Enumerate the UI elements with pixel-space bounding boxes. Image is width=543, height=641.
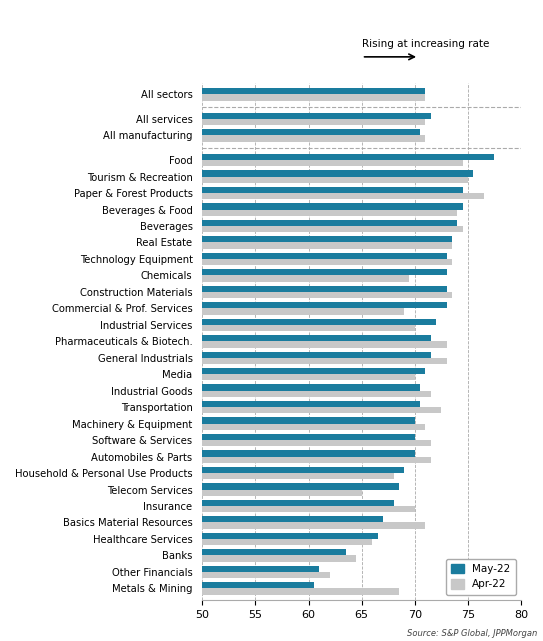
Bar (203, 451, 415, 456)
Bar (203, 467, 404, 473)
Bar (203, 94, 425, 101)
Bar (203, 522, 425, 529)
Bar (203, 424, 425, 430)
Bar (203, 119, 425, 125)
Bar (203, 269, 446, 276)
Bar (203, 129, 420, 135)
Bar (203, 171, 473, 177)
Text: Rising at increasing rate: Rising at increasing rate (362, 39, 489, 49)
Bar (203, 325, 415, 331)
Bar (203, 483, 399, 490)
Legend: May-22, Apr-22: May-22, Apr-22 (446, 558, 516, 595)
Bar (203, 237, 452, 242)
Bar (203, 456, 431, 463)
Bar (203, 193, 484, 199)
Bar (203, 490, 362, 495)
Bar (203, 351, 431, 358)
Bar (203, 226, 463, 232)
Bar (203, 506, 415, 512)
Bar (203, 588, 399, 595)
Bar (203, 160, 463, 167)
Bar (203, 401, 420, 407)
Bar (203, 417, 415, 424)
Bar (203, 368, 425, 374)
Bar (203, 88, 425, 94)
Bar (203, 434, 415, 440)
Bar (203, 555, 356, 562)
Bar (203, 135, 425, 142)
Bar (203, 539, 372, 545)
Bar (203, 582, 314, 588)
Bar (203, 154, 494, 160)
Bar (203, 286, 446, 292)
Bar (203, 374, 415, 381)
Bar (203, 177, 468, 183)
Bar (203, 220, 457, 226)
Bar (203, 533, 377, 539)
Bar (203, 210, 457, 216)
Bar (203, 516, 383, 522)
Bar (203, 292, 452, 298)
Bar (203, 473, 394, 479)
Bar (203, 565, 319, 572)
Bar (203, 276, 409, 281)
Bar (203, 500, 394, 506)
Bar (203, 407, 441, 413)
Bar (203, 335, 431, 341)
Text: Source: S&P Global, JPPMorgan: Source: S&P Global, JPPMorgan (407, 629, 538, 638)
Bar (203, 253, 446, 259)
Bar (203, 572, 330, 578)
Bar (203, 302, 446, 308)
Bar (203, 113, 431, 119)
Bar (203, 341, 446, 347)
Bar (203, 319, 436, 325)
Bar (203, 308, 404, 315)
Bar (203, 391, 431, 397)
Bar (203, 385, 420, 391)
Bar (203, 187, 463, 193)
Bar (203, 440, 431, 446)
Bar (203, 358, 446, 364)
Bar (203, 203, 463, 210)
Bar (203, 549, 346, 555)
Bar (203, 259, 452, 265)
Bar (203, 242, 452, 249)
